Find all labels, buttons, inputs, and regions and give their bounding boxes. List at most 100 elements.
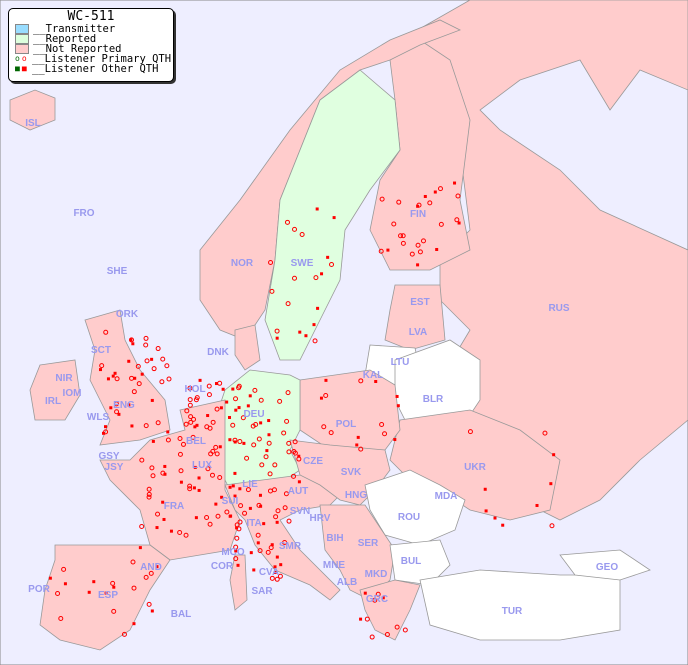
listener-primary-marker [131,389,137,395]
swatch [15,24,29,34]
listener-primary-marker [113,401,119,407]
listener-primary-marker [234,522,240,528]
listener-other-marker [127,403,131,407]
country-label-cva: CVA [259,567,279,578]
listener-primary-marker [259,462,265,468]
listener-primary-marker [111,608,117,614]
listener-other-marker [395,394,399,398]
listener-primary-marker [129,375,135,381]
country-label-ser: SER [358,538,379,549]
listener-other-marker [197,476,201,480]
country-label-lux: LUX [192,460,212,471]
listener-other-marker [267,419,271,423]
listener-other-marker [279,563,283,567]
country-label-aut: AUT [288,486,309,497]
listener-other-marker [140,372,144,376]
listener-other-marker [220,495,224,499]
country-label-esp: ESP [98,590,118,601]
country-label-grc: GRC [366,594,388,605]
country-label-eng: ENG [113,400,135,411]
listener-other-marker [48,576,52,580]
listener-other-marker [297,454,301,458]
listener-primary-marker [256,502,262,508]
listener-primary-marker [146,494,152,500]
listener-primary-marker [165,437,171,443]
listener-other-marker [214,382,218,386]
listener-other-marker [133,376,137,380]
listener-primary-marker [291,473,297,479]
listener-primary-marker [267,471,273,477]
listener-primary-marker [146,486,152,492]
listener-primary-marker [245,487,251,493]
listener-primary-marker [210,419,216,425]
listener-primary-marker [329,261,335,267]
country-label-sct: SCT [91,345,111,356]
listener-primary-marker [58,616,64,622]
listener-other-marker [262,522,266,526]
listener-primary-marker [398,233,404,239]
listener-other-marker [92,580,96,584]
listener-primary-marker [415,242,421,248]
listener-other-marker [324,378,328,382]
listener-other-marker [169,529,173,533]
listener-other-marker [312,323,316,327]
listener-primary-marker [214,406,220,412]
listener-other-marker [106,377,110,381]
listener-primary-marker [187,486,193,492]
listener-other-marker [493,516,497,520]
country-label-pol: POL [336,419,357,430]
country-label-mkd: MKD [365,569,388,580]
listener-primary-marker [323,393,329,399]
listener-other-marker [246,404,250,408]
listener-primary-marker [268,545,274,551]
country-label-wls: WLS [87,412,110,423]
listener-primary-marker [268,260,274,266]
listener-primary-marker [224,509,230,515]
listener-primary-marker [283,491,289,497]
listener-primary-marker [454,217,460,223]
country-label-ukr: UKR [464,462,486,473]
country-baltics [384,284,446,351]
listener-primary-marker [187,385,193,391]
legend-label: __Not Reported [33,43,122,55]
listener-primary-marker [188,414,194,420]
listener-primary-marker [299,231,305,237]
listener-other-marker [63,582,67,586]
country-greece [359,579,421,641]
country-label-nor: NOR [231,258,254,269]
legend-other-qth: ■ ■ __Listener Other QTH [9,64,173,75]
listener-primary-marker [282,539,288,545]
listener-primary-marker [103,329,109,335]
country-label-bih: BIH [326,533,343,544]
listener-other-marker [231,387,235,391]
listener-other-marker [112,585,116,589]
listener-primary-marker [391,221,397,227]
listener-primary-marker [131,585,137,591]
listener-other-marker [117,412,121,416]
listener-other-marker [234,549,238,553]
listener-primary-marker [272,462,278,468]
listener-primary-marker [204,424,210,430]
country-label-mne: MNE [323,560,346,571]
listener-primary-marker [187,397,193,403]
country-label-fin: FIN [410,209,426,220]
listener-other-marker [275,555,279,559]
listener-other-marker [233,471,237,475]
country-label-mda: MDA [435,491,458,502]
listener-other-marker [332,216,336,220]
listener-other-marker [396,404,400,408]
listener-other-marker [256,541,260,545]
listener-primary-marker [146,491,152,497]
listener-other-marker [259,421,263,425]
listener-primary-marker [143,342,149,348]
listener-other-marker [248,394,252,398]
listener-primary-marker [144,358,150,364]
listener-primary-marker [285,301,291,307]
legend-label: __Listener Primary QTH [32,53,172,65]
listener-other-marker [235,526,239,530]
listener-other-marker [237,406,241,410]
listener-primary-marker [286,518,292,524]
listener-primary-marker [214,451,220,457]
